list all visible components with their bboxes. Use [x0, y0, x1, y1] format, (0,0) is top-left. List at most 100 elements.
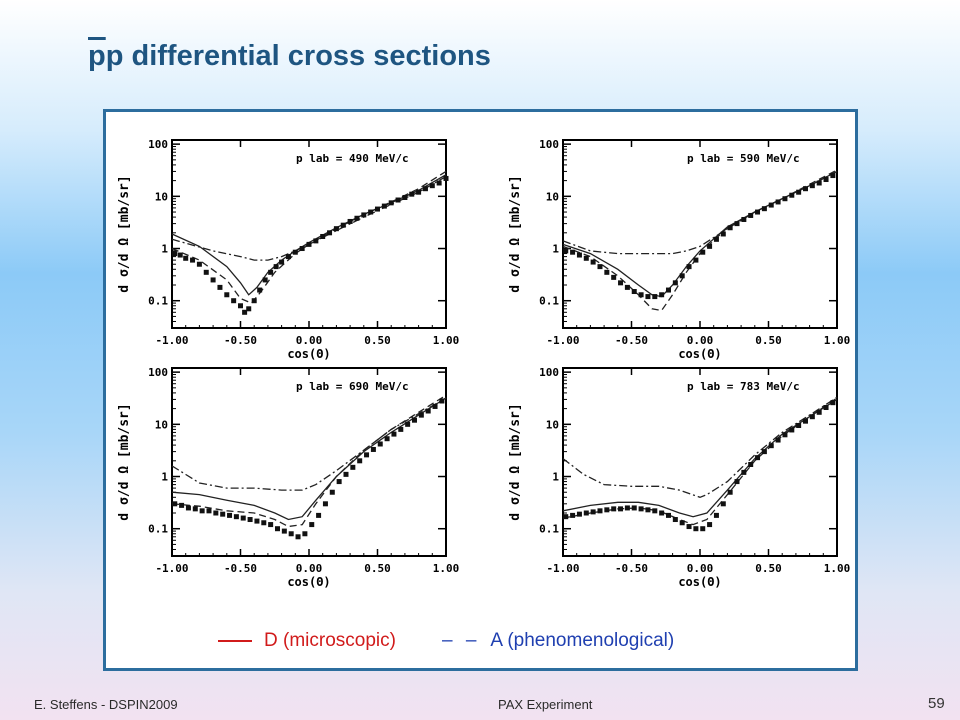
- data-point: [240, 515, 246, 521]
- data-point: [190, 257, 196, 263]
- data-point: [672, 280, 678, 286]
- series-line-dash-dot: [171, 397, 447, 491]
- data-point: [285, 254, 291, 260]
- data-point: [802, 186, 808, 192]
- plot-area-box: [171, 367, 447, 557]
- data-point: [411, 417, 417, 423]
- data-point: [659, 292, 665, 298]
- data-point: [268, 522, 274, 528]
- data-point: [192, 506, 198, 512]
- data-point: [416, 189, 422, 195]
- data-point: [652, 294, 658, 300]
- data-point: [631, 505, 637, 511]
- data-point: [741, 216, 747, 222]
- data-point: [659, 510, 665, 516]
- data-point: [830, 173, 836, 179]
- data-point: [713, 512, 719, 518]
- figure-frame: -1.00 -0.50 0.00 0.50 1.00 0.1 1 10 100 cos(Θ) d σ…: [103, 109, 858, 671]
- data-point: [206, 508, 212, 514]
- data-point: [755, 455, 761, 461]
- series-line-dashed: [171, 394, 447, 528]
- data-point: [679, 520, 685, 526]
- data-point: [720, 231, 726, 237]
- y-tick-label: 0.1: [539, 295, 559, 308]
- data-point: [802, 418, 808, 424]
- data-point: [370, 446, 376, 452]
- data-point: [823, 177, 829, 183]
- data-point: [597, 508, 603, 514]
- data-point: [618, 280, 624, 286]
- data-point: [261, 520, 267, 526]
- data-point: [203, 269, 209, 275]
- data-point: [741, 469, 747, 475]
- x-tick-label: -0.50: [224, 334, 257, 347]
- data-point: [279, 259, 285, 265]
- data-point: [713, 236, 719, 242]
- data-point: [823, 405, 829, 411]
- y-axis-label: d σ/d Ω [mb/sr]: [117, 175, 132, 292]
- legend-solid-line: [218, 640, 252, 642]
- data-point: [439, 398, 445, 404]
- data-point: [183, 255, 189, 261]
- page-number: 59: [928, 695, 945, 712]
- data-point: [645, 294, 651, 300]
- data-point: [257, 287, 263, 293]
- data-point: [242, 309, 248, 315]
- y-tick-label: 1: [161, 471, 168, 484]
- data-point: [288, 531, 294, 537]
- y-tick-label: 100: [148, 138, 168, 151]
- legend-dashed-label: A (phenomenological): [490, 630, 675, 651]
- data-point: [782, 196, 788, 202]
- data-point: [247, 517, 253, 523]
- data-point: [645, 507, 651, 513]
- x-axis-label: cos(Θ): [287, 575, 330, 589]
- data-point: [381, 203, 387, 209]
- plot-area-box: [562, 367, 838, 557]
- data-point: [761, 206, 767, 212]
- y-tick-label: 10: [546, 418, 559, 431]
- data-point: [638, 292, 644, 298]
- data-point: [796, 189, 802, 195]
- x-tick-label: 0.50: [364, 334, 391, 347]
- legend-item-solid: D (microscopic): [218, 630, 396, 652]
- legend-item-dashed: – – A (phenomenological): [442, 630, 674, 652]
- momentum-annotation: p lab = 690 MeV/c: [296, 380, 409, 393]
- data-point: [409, 191, 415, 197]
- data-point: [611, 506, 617, 512]
- data-point: [734, 221, 740, 227]
- data-point: [583, 510, 589, 516]
- x-tick-label: 0.00: [687, 562, 714, 575]
- data-point: [172, 251, 178, 257]
- y-axis-label: d σ/d Ω [mb/sr]: [508, 403, 523, 520]
- x-tick-label: 1.00: [824, 334, 851, 347]
- x-tick-label: -1.00: [546, 562, 579, 575]
- y-tick-label: 0.1: [148, 523, 168, 536]
- data-point: [316, 512, 322, 518]
- data-point: [405, 421, 411, 427]
- data-point: [809, 414, 815, 420]
- data-point: [727, 489, 733, 495]
- data-point: [377, 441, 383, 447]
- data-point: [700, 526, 706, 532]
- data-point: [388, 200, 394, 206]
- data-point: [796, 422, 802, 428]
- y-tick-label: 10: [155, 190, 168, 203]
- data-point: [343, 471, 349, 477]
- data-point: [665, 512, 671, 518]
- charts-svg: -1.00 -0.50 0.00 0.50 1.00 0.1 1 10 100 cos(Θ) d σ…: [117, 138, 851, 589]
- data-point: [761, 449, 767, 455]
- data-point: [429, 183, 435, 189]
- series-line-dashed: [562, 397, 838, 526]
- data-point: [320, 233, 326, 239]
- plot-area-box: [562, 139, 838, 329]
- data-point: [395, 197, 401, 203]
- footer-title: PAX Experiment: [498, 697, 593, 712]
- x-tick-label: -0.50: [224, 562, 257, 575]
- data-point: [700, 249, 706, 255]
- data-point: [734, 479, 740, 485]
- data-point: [443, 175, 449, 181]
- x-axis-label: cos(Θ): [678, 575, 721, 589]
- data-point: [707, 243, 713, 249]
- x-tick-label: -0.50: [615, 334, 648, 347]
- data-point: [299, 246, 305, 252]
